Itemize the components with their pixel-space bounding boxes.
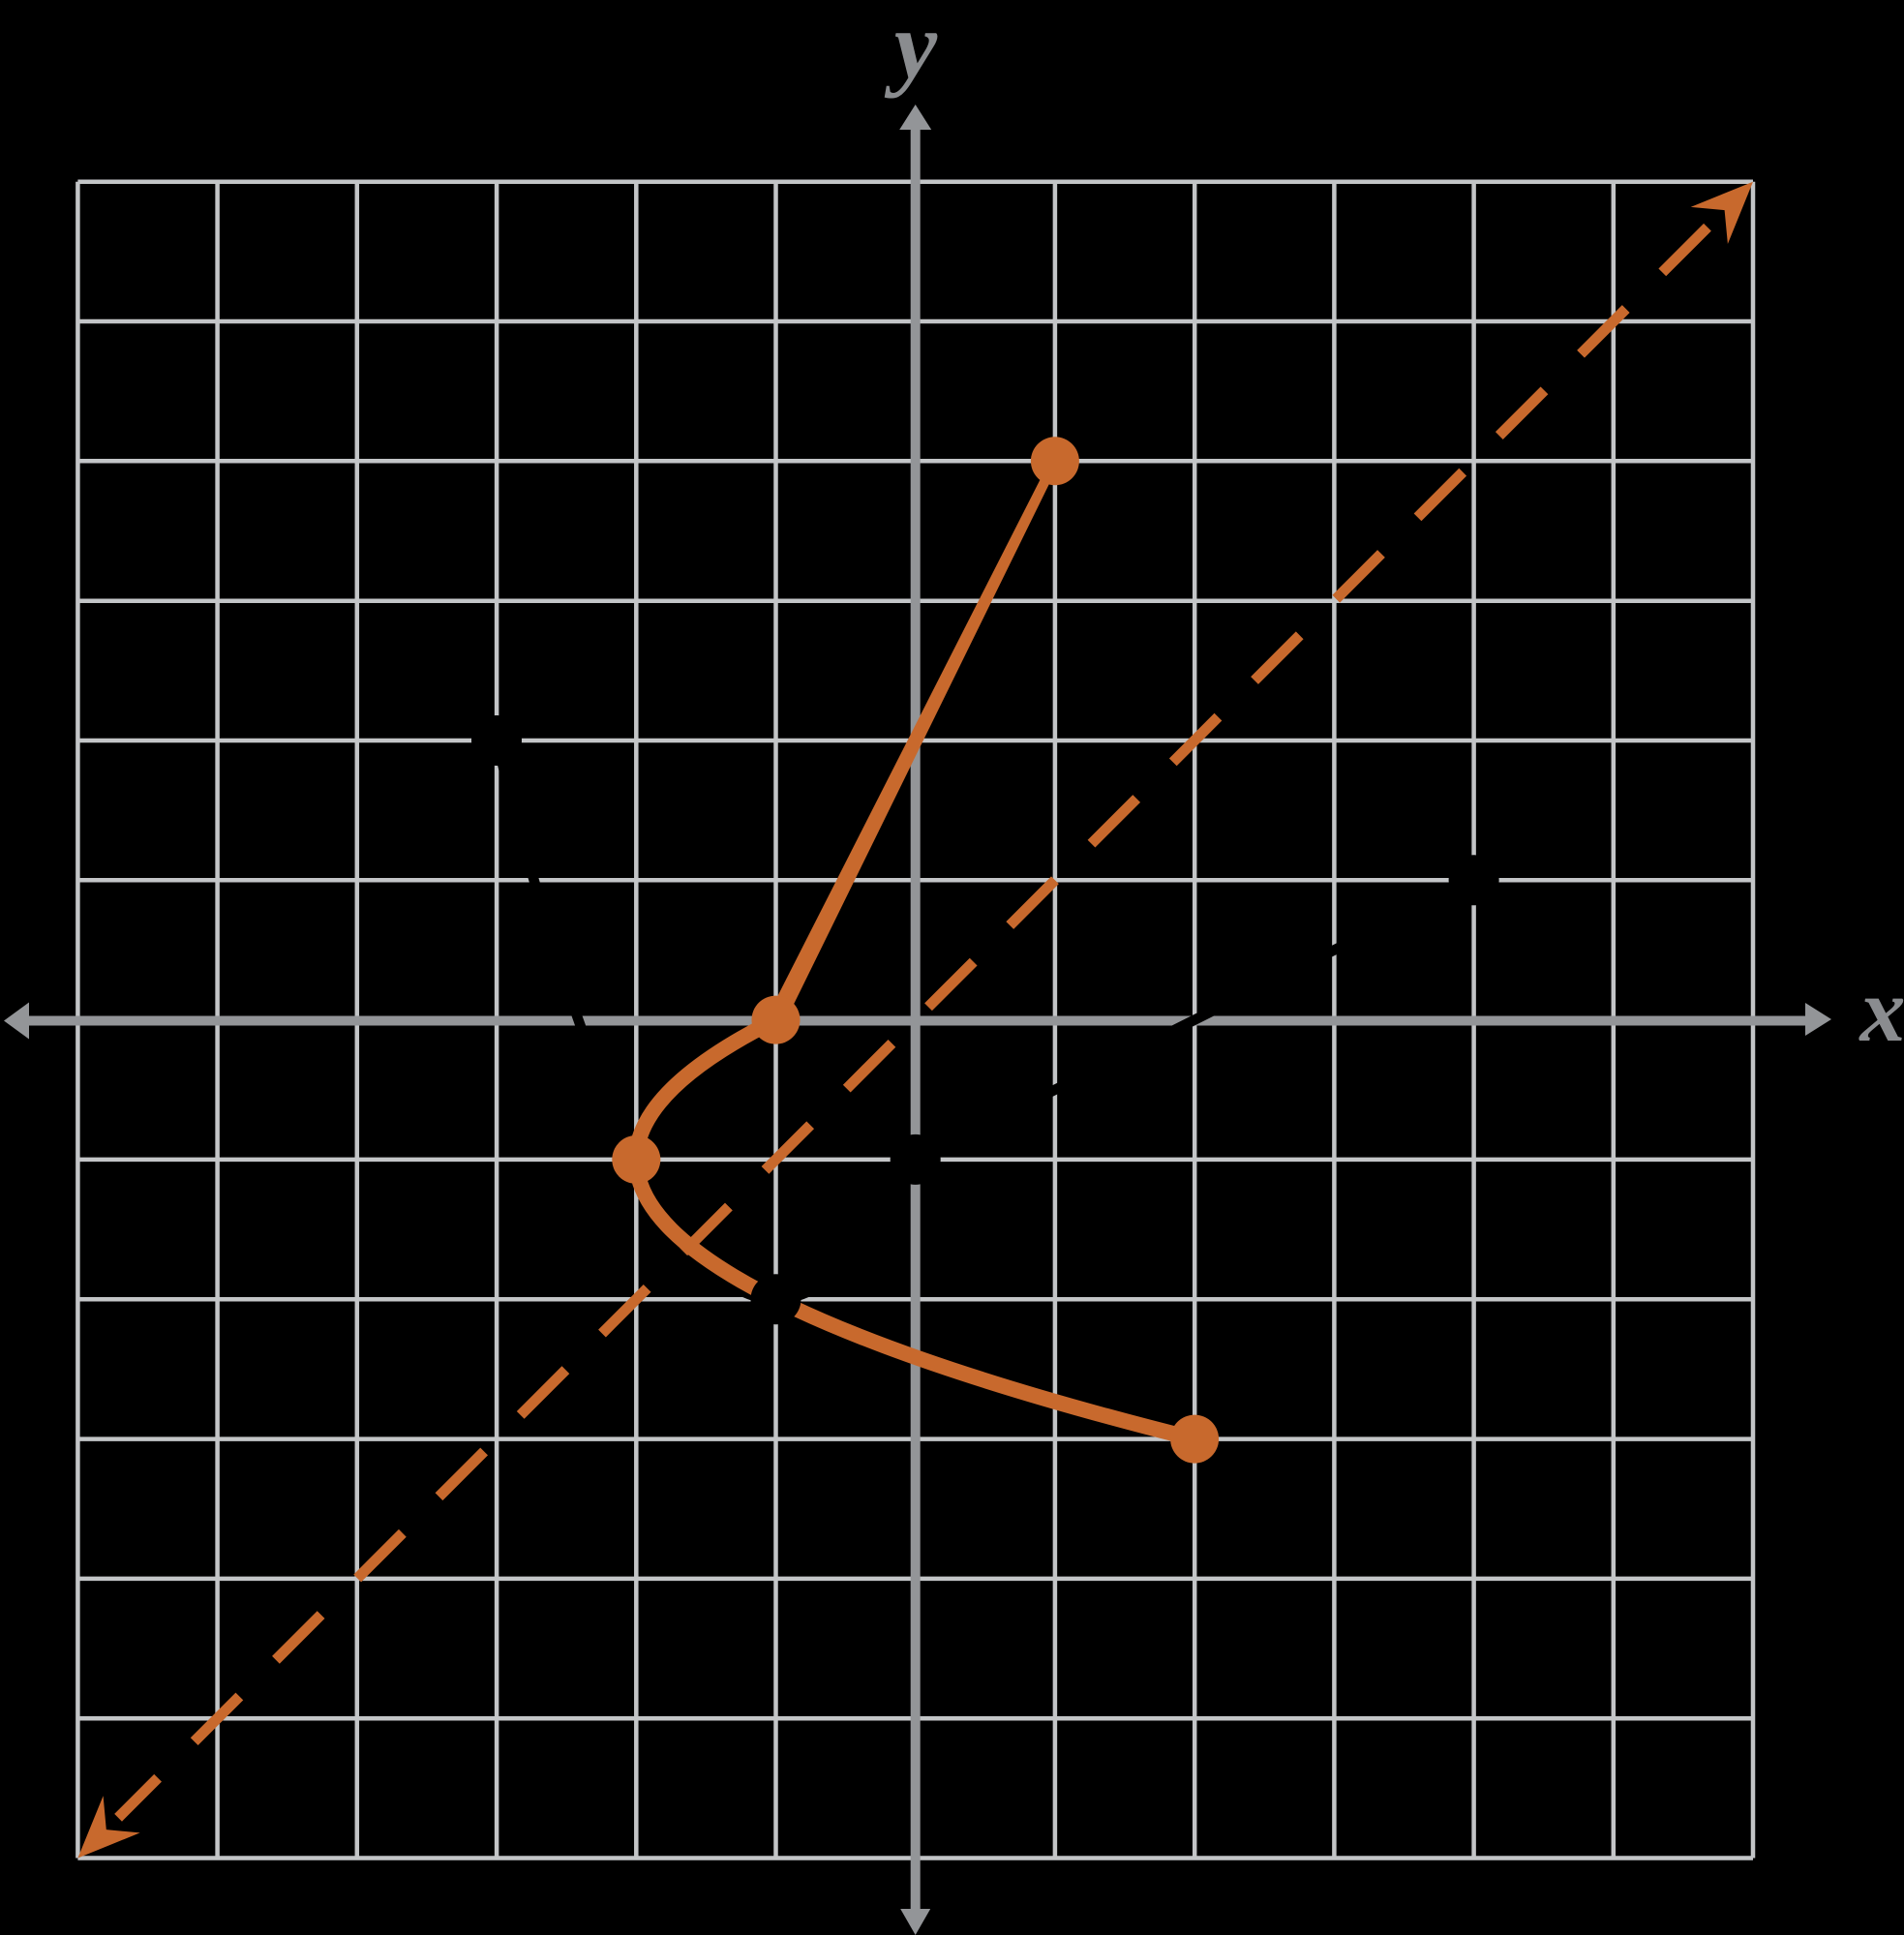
svg-text:x: x [1859,960,1904,1061]
